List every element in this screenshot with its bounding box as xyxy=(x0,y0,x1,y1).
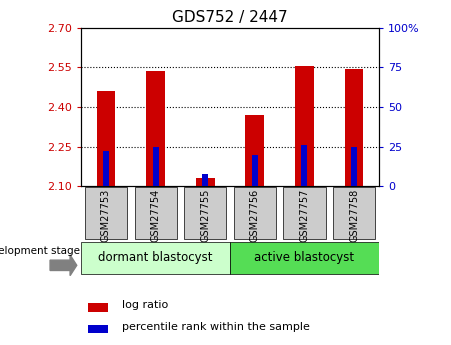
Bar xyxy=(245,115,264,186)
Text: GSM27754: GSM27754 xyxy=(151,188,161,242)
Bar xyxy=(85,187,127,239)
Bar xyxy=(184,187,226,239)
Bar xyxy=(202,174,208,186)
Bar xyxy=(97,91,115,186)
Bar xyxy=(230,241,379,274)
Bar xyxy=(88,325,108,333)
Text: GSM27758: GSM27758 xyxy=(349,188,359,242)
Text: dormant blastocyst: dormant blastocyst xyxy=(98,251,213,264)
Bar xyxy=(152,147,159,186)
Bar xyxy=(103,151,109,186)
Bar xyxy=(345,69,364,186)
Bar xyxy=(81,241,230,274)
Bar xyxy=(146,71,165,186)
Bar xyxy=(333,187,375,239)
Bar xyxy=(351,147,357,186)
Bar xyxy=(196,178,215,186)
Title: GDS752 / 2447: GDS752 / 2447 xyxy=(172,10,288,25)
Text: GSM27757: GSM27757 xyxy=(299,188,309,242)
Text: GSM27756: GSM27756 xyxy=(250,188,260,242)
Text: GSM27753: GSM27753 xyxy=(101,188,111,242)
Bar xyxy=(283,187,326,239)
Text: log ratio: log ratio xyxy=(122,300,168,310)
Text: active blastocyst: active blastocyst xyxy=(254,251,354,264)
Bar xyxy=(234,187,276,239)
Text: development stage: development stage xyxy=(0,246,80,256)
Bar xyxy=(134,187,177,239)
Text: GSM27755: GSM27755 xyxy=(200,188,210,242)
FancyArrow shape xyxy=(50,255,77,276)
Bar xyxy=(301,145,308,186)
Bar xyxy=(88,303,108,312)
Bar xyxy=(295,66,314,186)
Bar xyxy=(252,155,258,186)
Text: percentile rank within the sample: percentile rank within the sample xyxy=(122,322,310,332)
